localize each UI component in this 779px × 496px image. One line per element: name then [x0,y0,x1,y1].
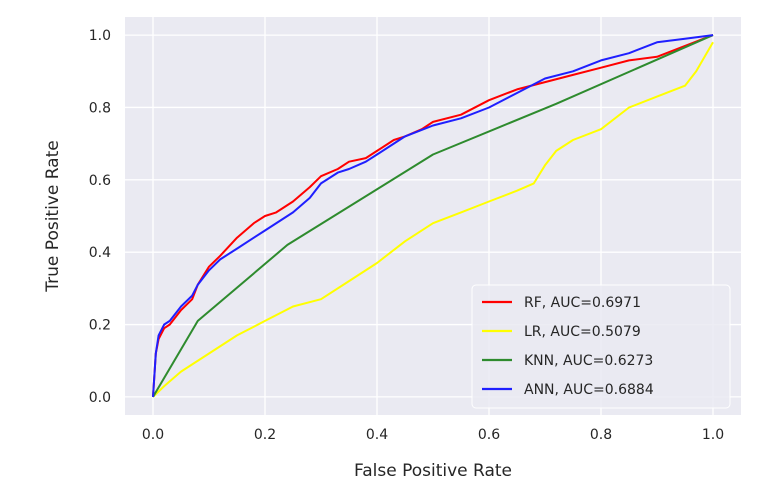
x-tick-label: 1.0 [702,427,724,443]
legend-entry: KNN, AUC=0.6273 [524,353,653,369]
y-tick-label: 0.4 [89,245,111,261]
y-axis-label: True Positive Rate [43,140,63,292]
x-tick-label: 0.0 [142,427,164,443]
x-tick-label: 0.6 [478,427,500,443]
legend-entry: ANN, AUC=0.6884 [524,382,654,398]
x-tick-labels: 0.0 0.2 0.4 0.6 0.8 1.0 [142,427,724,443]
series-line-1 [152,41,714,398]
y-tick-labels: 0.0 0.2 0.4 0.6 0.8 1.0 [89,28,111,406]
series-line-2 [152,34,714,398]
legend: RF, AUC=0.6971 LR, AUC=0.5079 KNN, AUC=0.6… [471,284,731,409]
legend-entry: LR, AUC=0.5079 [524,324,641,340]
y-tick-label: 0.0 [89,390,111,406]
x-tick-label: 0.2 [254,427,276,443]
legend-box [471,284,731,409]
y-tick-label: 0.8 [89,100,111,116]
x-tick-label: 0.8 [590,427,612,443]
y-tick-label: 0.6 [89,173,111,189]
y-tick-label: 1.0 [89,28,111,44]
series-lines [152,34,714,398]
series-line-0 [152,34,714,397]
x-tick-label: 0.4 [366,427,388,443]
y-tick-label: 0.2 [89,318,111,334]
series-line-3 [152,34,714,397]
x-axis-label: False Positive Rate [354,461,512,481]
legend-entry: RF, AUC=0.6971 [524,295,641,311]
